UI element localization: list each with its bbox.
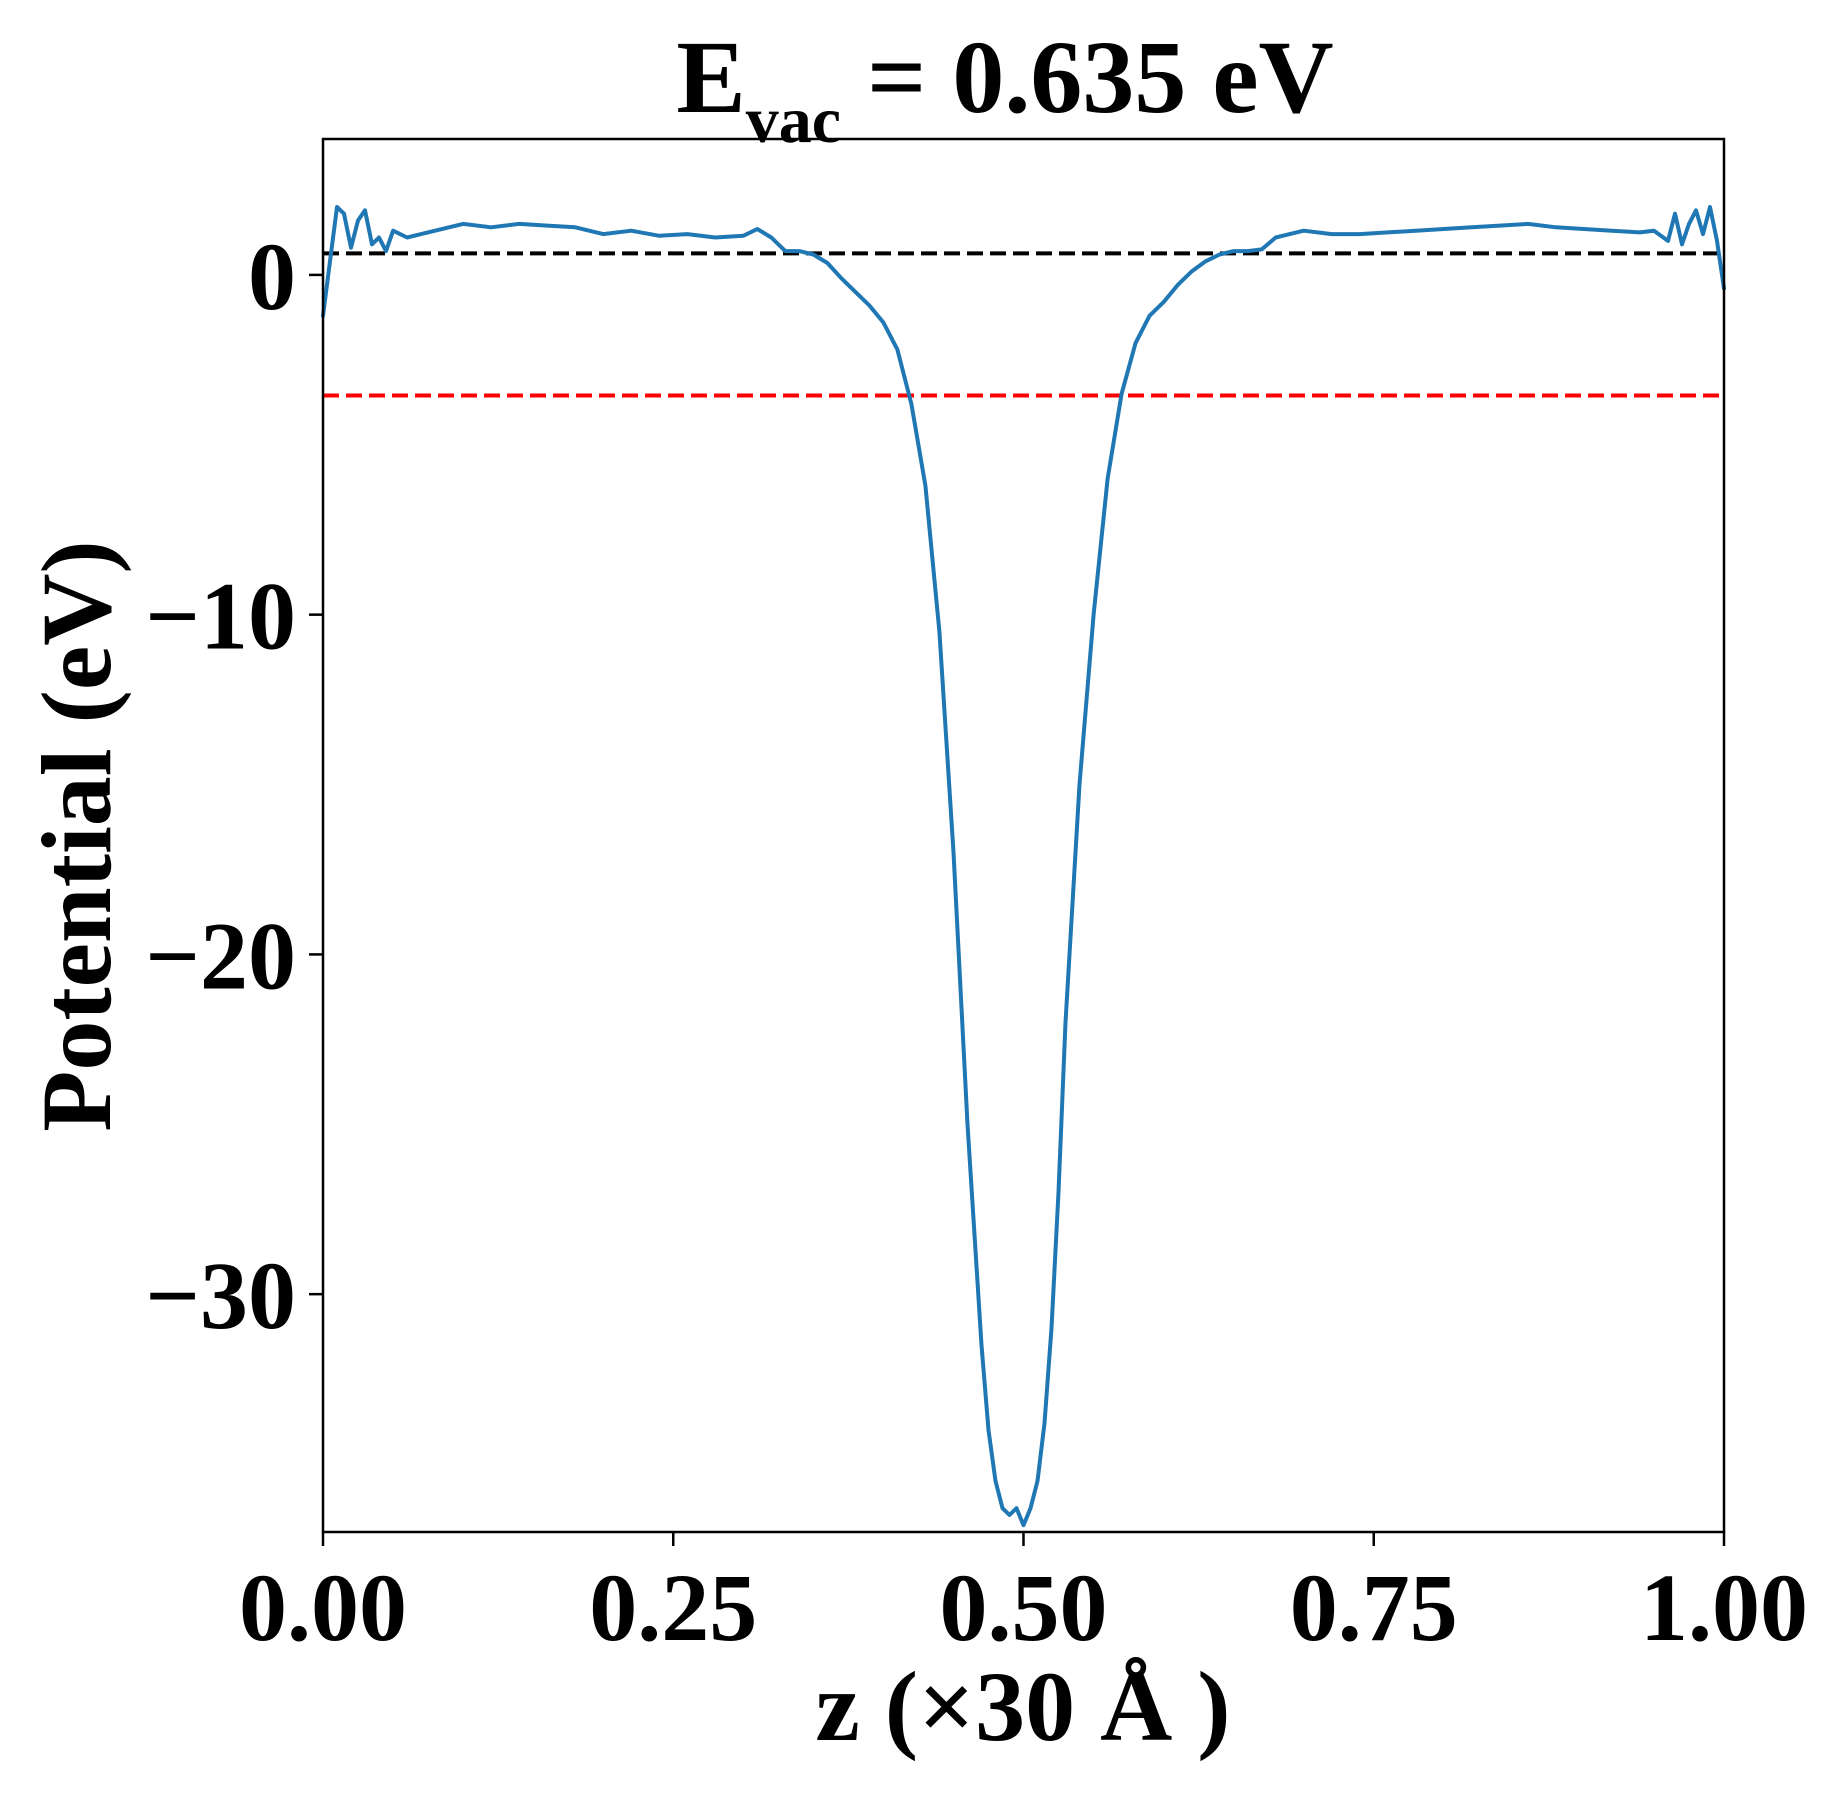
chart-title-subscript: vac bbox=[746, 84, 841, 157]
y-tick-label: 0 bbox=[248, 223, 296, 330]
x-tick-label: 0.25 bbox=[589, 1554, 757, 1661]
x-axis-label: z (×30 Å ) bbox=[815, 1651, 1230, 1762]
y-axis-label: Potential (eV) bbox=[21, 540, 132, 1131]
y-axis-ticks: 0 −10 −20 −30 bbox=[145, 223, 323, 1349]
x-tick-label: 0.00 bbox=[239, 1554, 407, 1661]
x-tick-label: 0.50 bbox=[940, 1554, 1108, 1661]
y-tick-label: −30 bbox=[145, 1242, 296, 1349]
y-tick-label: −20 bbox=[145, 902, 296, 1009]
x-tick-label: 1.00 bbox=[1640, 1554, 1808, 1661]
x-axis-ticks: 0.00 0.25 0.50 0.75 1.00 bbox=[239, 1532, 1808, 1661]
chart-title-main: E bbox=[676, 20, 745, 135]
chart-title: Evac = 0.635 eV bbox=[676, 20, 1333, 157]
plot-area bbox=[321, 205, 1726, 1528]
y-tick-label: −10 bbox=[145, 563, 296, 670]
chart-title-rest: = 0.635 eV bbox=[841, 20, 1334, 135]
x-tick-label: 0.75 bbox=[1290, 1554, 1458, 1661]
series-line-1 bbox=[321, 205, 1726, 1528]
